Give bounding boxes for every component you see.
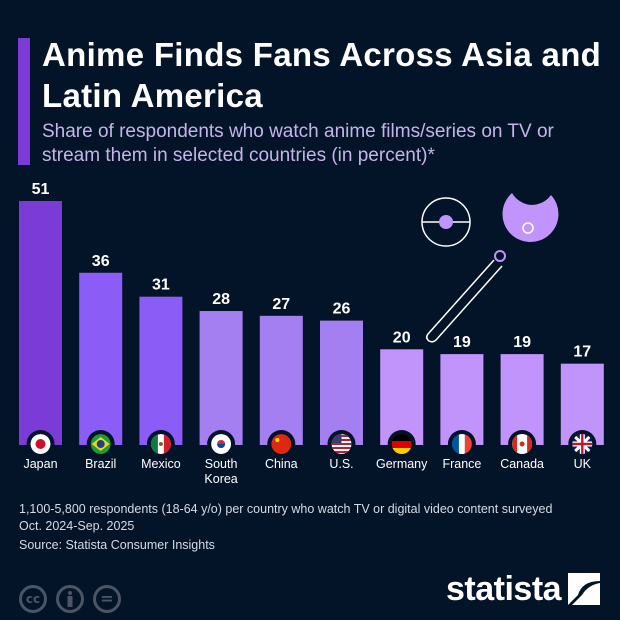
- category-label: China: [265, 457, 298, 471]
- title-accent-bar: [18, 38, 30, 165]
- data-label: 20: [393, 329, 411, 346]
- data-label: 28: [212, 291, 230, 308]
- bar-france: [440, 354, 484, 445]
- category-label: Japan: [23, 457, 57, 471]
- statista-logo-mark: [568, 573, 600, 605]
- canada-flag-icon: [512, 434, 533, 454]
- south-korea-flag-icon: [211, 434, 232, 454]
- bar-south-korea: [199, 311, 243, 445]
- mexico-flag-icon: [150, 434, 171, 454]
- france-flag-icon: [451, 434, 472, 454]
- us-flag-icon: [331, 434, 352, 454]
- bar-chart: 51 Japan 36 Brazil 31 Mexico 28 South Korea 27 Chi…: [19, 181, 604, 486]
- bar-u-s-: [320, 320, 363, 445]
- data-label: 31: [152, 277, 170, 294]
- data-label: 19: [453, 334, 471, 351]
- brazil-flag-icon: [90, 434, 111, 454]
- uk-flag-icon: [572, 434, 593, 454]
- data-label: 26: [333, 301, 351, 318]
- methodology-note: 1,100-5,800 respondents (18-64 y/o) per …: [19, 502, 553, 516]
- wand-illustration: [421, 193, 559, 343]
- chart-subtitle: Share of respondents who watch anime fil…: [42, 121, 554, 166]
- japan-flag-icon: [30, 434, 51, 454]
- category-label: Germany: [376, 457, 428, 471]
- data-label: 36: [92, 253, 110, 270]
- category-label: Canada: [500, 457, 544, 471]
- germany-flag-icon: [391, 434, 412, 454]
- china-flag-icon: [271, 434, 292, 454]
- data-label: 27: [272, 296, 290, 313]
- category-label: U.S.: [329, 457, 353, 471]
- bar-china: [259, 315, 303, 445]
- category-label: Mexico: [141, 457, 181, 471]
- category-label: France: [442, 457, 481, 471]
- bar-brazil: [79, 272, 123, 445]
- source-note: Source: Statista Consumer Insights: [19, 538, 215, 552]
- survey-period: Oct. 2024-Sep. 2025: [19, 519, 135, 533]
- bar-germany: [380, 349, 424, 445]
- bar-japan: [19, 201, 62, 445]
- data-label: 51: [32, 181, 50, 198]
- category-label: UK: [574, 457, 592, 471]
- creative-commons-icon[interactable]: cc: [19, 585, 47, 613]
- no-derivatives-icon[interactable]: =: [93, 585, 121, 613]
- data-label: 19: [513, 334, 531, 351]
- statista-logo[interactable]: statista: [446, 570, 562, 608]
- bar-mexico: [139, 296, 183, 445]
- chart-title: Anime Finds Fans Across Asia and Latin A…: [42, 36, 602, 114]
- bar-canada: [500, 354, 544, 445]
- category-label: Brazil: [85, 457, 116, 471]
- attribution-icon[interactable]: [56, 585, 84, 613]
- data-label: 17: [573, 344, 591, 361]
- category-label: South Korea: [204, 457, 237, 486]
